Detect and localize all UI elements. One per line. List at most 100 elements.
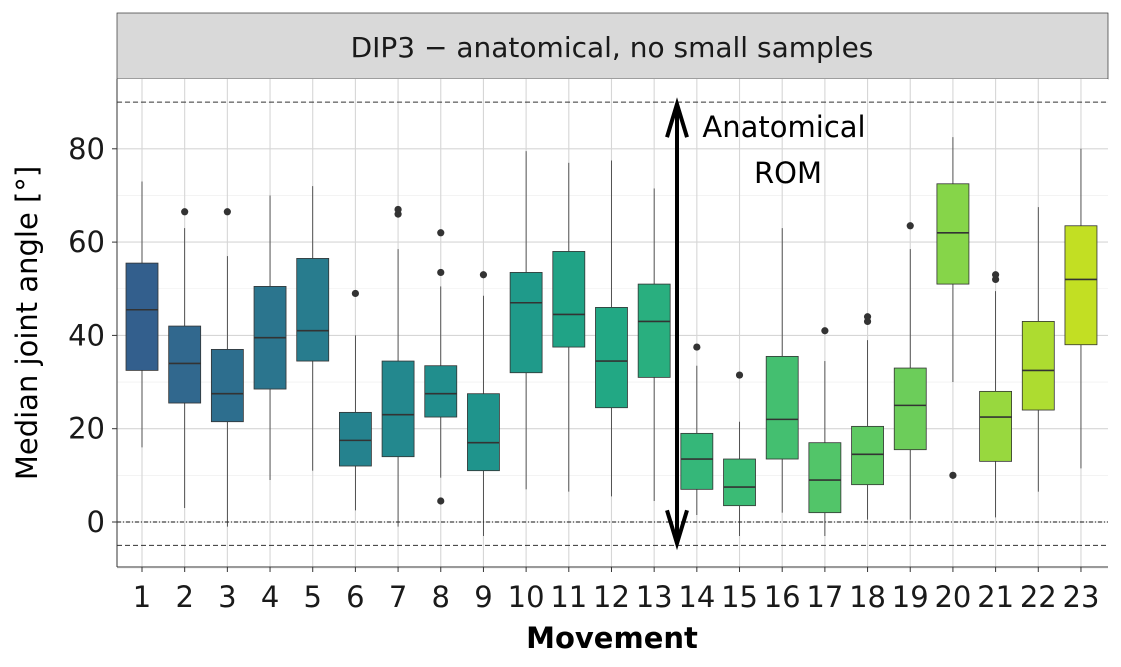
box-movement-2: [168, 208, 202, 509]
box-movement-23: [1064, 148, 1098, 469]
outlier-point: [223, 208, 231, 216]
outlier-point: [351, 289, 359, 298]
x-tick-label: 10: [508, 580, 545, 614]
box-iqr: [680, 432, 714, 490]
x-tick-label: 19: [892, 580, 929, 614]
y-tick-label: 80: [68, 132, 105, 166]
box-movement-22: [1021, 207, 1055, 492]
y-tick-label: 0: [87, 505, 105, 539]
outlier-point: [181, 208, 189, 216]
box-movement-20: [936, 137, 970, 479]
box-movement-5: [296, 186, 330, 471]
box-movement-4: [253, 195, 287, 481]
outlier-point: [821, 327, 829, 335]
outlier-point: [437, 268, 445, 277]
box-iqr: [424, 365, 458, 418]
box-movement-1: [125, 181, 159, 448]
box-movement-9: [467, 271, 500, 536]
x-tick-label: 8: [432, 580, 450, 614]
box-movement-12: [595, 160, 628, 497]
box-movement-3: [210, 208, 244, 527]
box-iqr: [338, 411, 372, 467]
box-movement-13: [637, 188, 671, 502]
outlier-point: [992, 271, 1000, 279]
outlier-point: [949, 471, 957, 479]
x-tick-label: 9: [474, 580, 492, 614]
x-tick-label: 23: [1063, 580, 1100, 614]
outlier-point: [437, 497, 445, 505]
chart-title: DIP3 − anatomical, no small samples: [351, 31, 874, 64]
box-iqr: [595, 307, 628, 409]
y-tick-label: 20: [68, 412, 105, 446]
outlier-point: [735, 371, 744, 379]
box-movement-21: [979, 271, 1012, 518]
box-iqr: [381, 360, 415, 458]
outlier-point: [437, 229, 445, 237]
box-movement-19: [893, 222, 927, 520]
box-movement-11: [552, 162, 586, 492]
box-movement-15: [723, 371, 756, 536]
outlier-point: [863, 313, 872, 321]
x-tick-label: 6: [346, 580, 364, 614]
rom-annotation: Anatomical ROM: [665, 97, 866, 551]
x-axis-title: Movement: [526, 621, 698, 655]
x-tick-label: 18: [849, 580, 886, 614]
box-movement-7: [381, 205, 415, 527]
x-axis-ticks: 1 2 3 4 5 6 7 8 9 10 11 12 13 14 15 16 17 18 19 20 21 22 23: [133, 567, 1100, 614]
outlier-point: [394, 205, 402, 214]
box-movement-14: [680, 343, 714, 516]
box-iqr: [765, 355, 799, 460]
x-tick-label: 14: [678, 580, 715, 614]
box-iqr: [979, 390, 1012, 462]
x-tick-label: 2: [175, 580, 193, 614]
box-iqr: [893, 367, 927, 451]
x-tick-label: 13: [636, 580, 673, 614]
y-tick-label: 60: [68, 225, 105, 259]
y-axis-ticks: 0 20 40 60 80: [68, 132, 117, 539]
box-iqr: [808, 442, 842, 514]
box-movement-17: [808, 327, 842, 536]
x-tick-label: 22: [1020, 580, 1057, 614]
box-iqr: [552, 251, 586, 348]
boxes: [125, 137, 1098, 536]
y-axis-title: Median joint angle [°]: [10, 166, 44, 480]
box-movement-10: [509, 151, 543, 490]
x-tick-label: 4: [261, 580, 279, 614]
box-iqr: [296, 258, 330, 362]
x-tick-label: 16: [764, 580, 801, 614]
box-iqr: [1021, 321, 1055, 411]
box-iqr: [467, 393, 500, 472]
rom-arrow-head-top: [665, 97, 689, 138]
facet-strip: [116, 12, 1109, 80]
rom-arrow-head-bottom: [665, 509, 689, 551]
outlier-point: [906, 222, 914, 230]
x-tick-label: 20: [934, 580, 971, 614]
box-movement-18: [851, 313, 884, 520]
x-tick-label: 12: [593, 580, 630, 614]
box-movement-16: [765, 228, 799, 513]
x-tick-label: 21: [977, 580, 1014, 614]
x-tick-label: 7: [389, 580, 407, 614]
box-iqr: [723, 458, 756, 507]
box-movement-8: [424, 229, 458, 505]
y-tick-label: 40: [68, 318, 105, 352]
box-iqr: [851, 425, 884, 486]
box-iqr: [168, 325, 202, 404]
x-tick-label: 17: [806, 580, 843, 614]
x-tick-label: 1: [133, 580, 151, 614]
annotation-line2: ROM: [754, 156, 822, 190]
box-iqr: [125, 262, 159, 371]
box-iqr: [509, 272, 543, 374]
reference-lines: [117, 101, 1108, 546]
x-tick-label: 15: [721, 580, 758, 614]
x-tick-label: 5: [303, 580, 321, 614]
annotation-line1: Anatomical: [702, 110, 865, 144]
x-tick-label: 3: [218, 580, 236, 614]
box-iqr: [936, 183, 970, 285]
x-tick-label: 11: [550, 580, 587, 614]
outlier-point: [693, 343, 701, 351]
box-iqr: [1064, 225, 1098, 346]
box-iqr: [637, 283, 671, 378]
outlier-point: [479, 271, 488, 279]
